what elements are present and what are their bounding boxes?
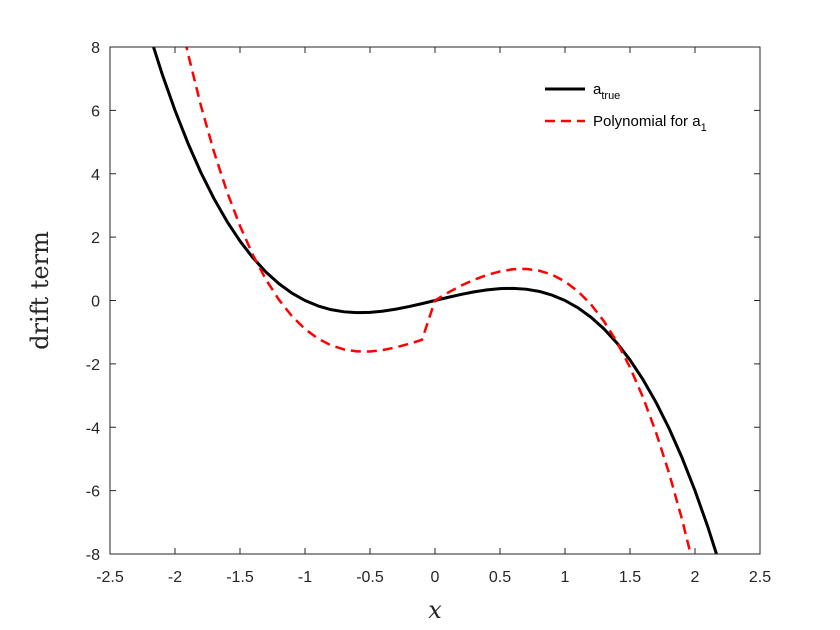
legend-label-subscript: true: [601, 90, 620, 102]
tick-labels: -2.5 -2 -1.5 -1 -0.5 0 0.5 1 1.5 2 2.5 -8 -6 -4 -2 0 2 4 6…: [86, 40, 771, 586]
y-axis-label: drift term: [26, 231, 54, 350]
y-tick-label: 2: [91, 230, 100, 247]
x-tick-label: -2: [168, 569, 182, 586]
y-tick-label: 8: [91, 40, 100, 57]
y-tick-label: 6: [91, 103, 100, 120]
legend-label-subscript: 1: [701, 122, 707, 134]
legend-label: atrue: [593, 81, 620, 102]
x-tick-label: -1.5: [226, 569, 254, 586]
legend: atrue Polynomial for a1: [545, 81, 707, 134]
y-tick-label: 4: [91, 167, 100, 184]
legend-label-main: a: [593, 81, 602, 98]
x-tick-label: 1: [561, 569, 570, 586]
series-group: [151, 47, 719, 554]
legend-item-1: atrue: [545, 81, 620, 102]
y-tick-label: -8: [86, 547, 100, 564]
x-tick-label: 2.5: [749, 569, 771, 586]
axes: [109, 46, 761, 555]
legend-label-main: Polynomial for a: [593, 113, 701, 130]
x-axis-label: x: [428, 596, 442, 624]
x-tick-label: 0.5: [489, 569, 511, 586]
series-line-2: [185, 47, 692, 554]
x-tick-label: -0.5: [356, 569, 384, 586]
x-tick-label: -2.5: [96, 569, 124, 586]
y-tick-label: -6: [86, 484, 100, 501]
x-tick-label: 1.5: [619, 569, 641, 586]
y-tick-label: -2: [86, 357, 100, 374]
plot-area: [110, 47, 760, 554]
y-tick-label: -4: [86, 420, 100, 437]
y-tick-label: 0: [91, 294, 100, 311]
x-tick-label: 0: [431, 569, 440, 586]
legend-label: Polynomial for a1: [593, 113, 707, 134]
x-tick-label: -1: [298, 569, 312, 586]
legend-item-2: Polynomial for a1: [545, 113, 707, 134]
x-tick-label: 2: [691, 569, 700, 586]
